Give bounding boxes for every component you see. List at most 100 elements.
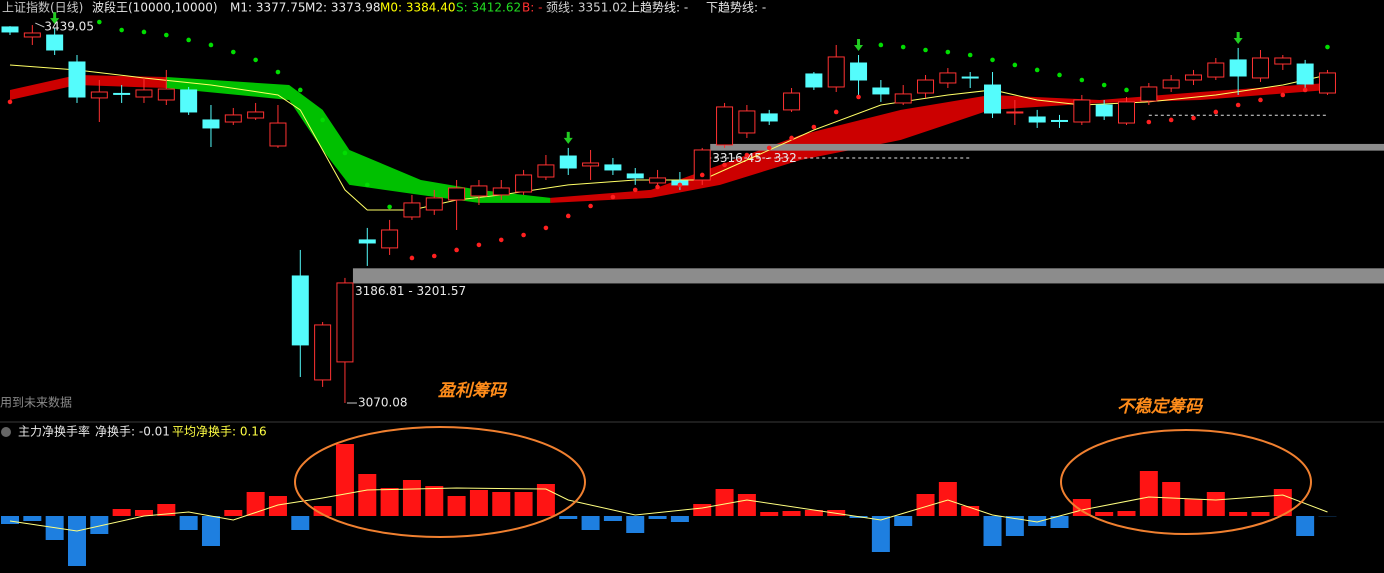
bar [961, 506, 980, 516]
candle-body [1207, 62, 1225, 78]
note: 用到未来数据 [0, 395, 72, 410]
support-zone [710, 143, 1384, 151]
candle-body [1162, 79, 1180, 89]
bar [1251, 512, 1270, 516]
sar-dot [1280, 92, 1286, 98]
annotation: 不稳定筹码 [1117, 397, 1204, 417]
bar [916, 494, 935, 516]
candle-body [515, 174, 533, 193]
bar [67, 516, 86, 566]
sar-dot [833, 109, 839, 115]
candle-body [492, 187, 510, 196]
sar-dot [1213, 109, 1219, 115]
sar-dot [1034, 67, 1040, 73]
candle-body [1073, 99, 1091, 123]
candle-body [537, 164, 555, 178]
candle-body [961, 76, 979, 79]
bar [715, 489, 734, 516]
sar-dot [119, 27, 124, 33]
bar [1, 516, 19, 524]
candle-body [850, 62, 868, 81]
panel-title: 主力净换手率 [18, 424, 90, 439]
bar [536, 484, 555, 516]
max-arrow [35, 22, 45, 28]
collapse-icon[interactable] [1, 427, 11, 437]
bar [938, 482, 957, 516]
bar [782, 511, 801, 516]
candle-body [1095, 104, 1113, 117]
sar-dot [141, 29, 147, 35]
sar-dot [7, 99, 13, 105]
candle-body [403, 202, 421, 218]
bar [514, 492, 533, 516]
sar-dot [1191, 115, 1196, 121]
sar-dot [677, 182, 683, 188]
m2: M2: 3373.98 [305, 1, 380, 15]
sar-dot [1302, 87, 1308, 93]
signal-arrow [50, 12, 60, 25]
neck-line: 颈线: 3351.02 [546, 1, 627, 15]
bar [224, 510, 243, 516]
bar [670, 516, 689, 522]
candle-body [1140, 86, 1158, 102]
bar [760, 512, 779, 516]
min-label: 3070.08 [358, 396, 408, 410]
candle-body [1118, 101, 1135, 124]
candle-body [604, 164, 622, 171]
bar [1162, 482, 1181, 516]
bar [425, 486, 444, 516]
candle-body [1318, 72, 1336, 94]
sar-dot [610, 194, 616, 200]
candle-body [917, 79, 935, 94]
sar-dot [900, 44, 906, 50]
candle-body [894, 93, 912, 104]
annotation: 盈利筹码 [438, 381, 508, 401]
sar-dot [409, 255, 415, 261]
zone-label: 3316.45 - 332 [712, 151, 797, 165]
candle-body [693, 149, 711, 181]
candle-body [90, 91, 108, 99]
sar-dot [1124, 87, 1129, 93]
candle-body [984, 84, 1002, 114]
bar [335, 444, 354, 516]
sar-dot [1012, 62, 1018, 68]
bar [894, 516, 913, 526]
bar [693, 504, 712, 516]
sar-dot [431, 253, 437, 259]
signal-arrow [854, 39, 864, 52]
sar-dot [811, 124, 817, 130]
bar [1117, 511, 1136, 516]
bar [737, 494, 756, 516]
bar [1050, 516, 1069, 528]
sar-dot [744, 152, 750, 158]
sar-dot [923, 47, 928, 53]
candle-body [1296, 63, 1314, 85]
sar-dot [97, 19, 102, 25]
bar [447, 496, 466, 516]
sar-dot [856, 94, 861, 100]
ribbon [10, 74, 167, 100]
candle-body [1006, 111, 1024, 114]
bar [291, 516, 310, 530]
candle-body [1184, 74, 1202, 81]
bar [246, 492, 265, 516]
sar-dot [990, 57, 995, 63]
candle-body [827, 56, 845, 88]
candle-body [425, 197, 443, 211]
candle-body [760, 113, 778, 122]
bar [179, 516, 198, 530]
bar [648, 516, 667, 519]
bar [1184, 499, 1203, 516]
sar-dot [476, 242, 482, 248]
candle-body [783, 92, 801, 111]
candle-body [113, 92, 131, 95]
candle-body [1051, 119, 1069, 122]
candle-body [1251, 57, 1269, 79]
sar-dot [1235, 102, 1241, 108]
bar [1005, 516, 1024, 536]
bar [804, 510, 823, 516]
bar [23, 516, 42, 521]
indicator: 波段王(10000,10000) [92, 0, 218, 15]
bar [380, 488, 399, 516]
